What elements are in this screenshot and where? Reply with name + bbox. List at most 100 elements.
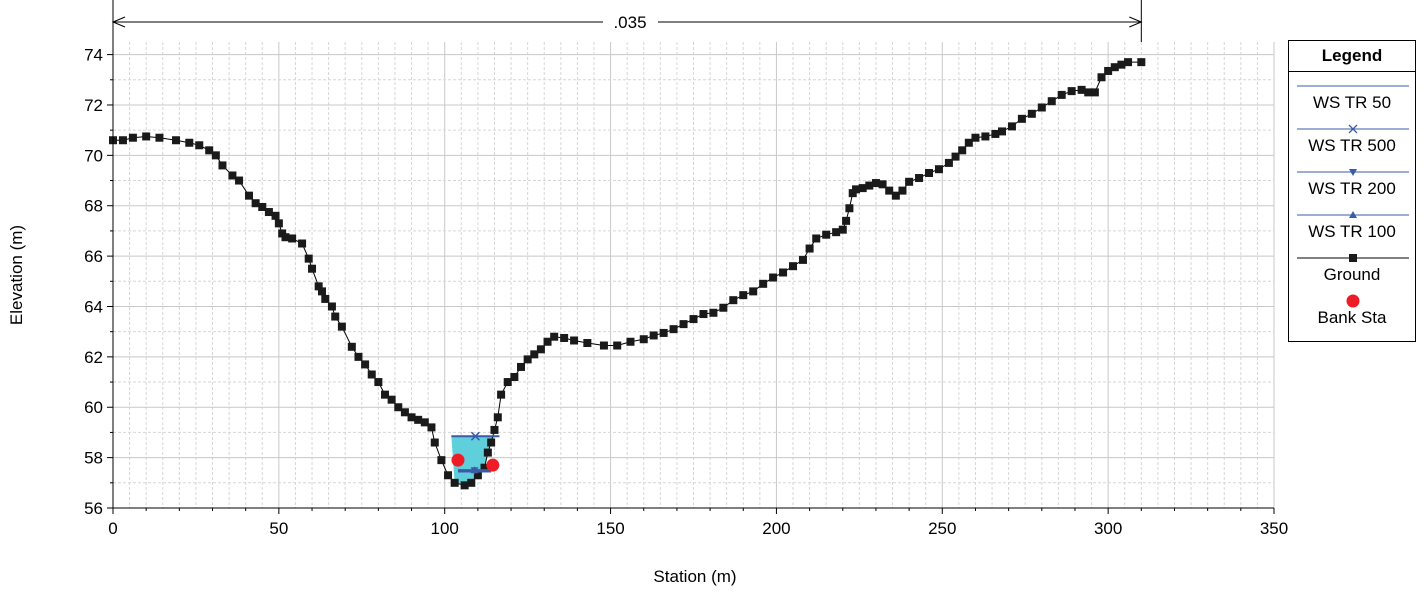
ground-marker bbox=[473, 471, 482, 480]
ground-marker bbox=[944, 158, 953, 167]
ground-marker bbox=[991, 129, 1000, 138]
ground-marker bbox=[1090, 88, 1099, 97]
ground-marker bbox=[218, 161, 227, 170]
legend-tri-down-icon bbox=[1349, 169, 1357, 176]
ground-marker bbox=[583, 339, 592, 348]
bank-station-marker bbox=[451, 453, 465, 467]
y-tick-label: 60 bbox=[84, 398, 103, 417]
ground-marker bbox=[314, 282, 323, 291]
legend-item-ws-tr-50: WS TR 50 bbox=[1289, 73, 1415, 115]
x-tick-label: 250 bbox=[928, 519, 956, 538]
series-layer bbox=[109, 58, 1146, 490]
ground-marker bbox=[321, 294, 330, 303]
ground-marker bbox=[367, 370, 376, 379]
ground-marker bbox=[245, 191, 254, 200]
ground-marker bbox=[155, 133, 164, 142]
ground-marker bbox=[560, 333, 569, 342]
ground-marker bbox=[709, 308, 718, 317]
ground-marker bbox=[951, 152, 960, 161]
ground-marker bbox=[142, 132, 151, 141]
ground-marker bbox=[798, 255, 807, 264]
ground-marker bbox=[228, 171, 237, 180]
ground-marker bbox=[450, 478, 459, 487]
ground-marker bbox=[308, 264, 317, 273]
legend-swatch bbox=[1297, 124, 1409, 134]
axes: 0 50 100 150 200 250 300 350 56 58 60 62 64 66 68 70 72 7… bbox=[84, 42, 1288, 538]
y-tick-label: 62 bbox=[84, 348, 103, 367]
ground-marker bbox=[885, 186, 894, 195]
arrowhead-right bbox=[1129, 16, 1143, 28]
ground-marker bbox=[649, 331, 658, 340]
ws-marker bbox=[470, 431, 480, 441]
ground-marker bbox=[337, 322, 346, 331]
x-tick-label: 350 bbox=[1260, 519, 1288, 538]
ground-marker bbox=[891, 191, 900, 200]
ground-marker bbox=[264, 208, 273, 217]
ground-marker bbox=[317, 287, 326, 296]
ground-marker bbox=[235, 176, 244, 185]
ground-marker bbox=[347, 342, 356, 351]
ground-marker bbox=[1037, 103, 1046, 112]
ground-marker bbox=[550, 332, 559, 341]
ground-marker bbox=[205, 146, 214, 155]
legend-item-ground: Ground bbox=[1289, 245, 1415, 287]
ground-marker bbox=[1124, 58, 1133, 67]
ground-marker bbox=[327, 302, 336, 311]
ground-marker bbox=[1007, 122, 1016, 131]
ws-marker-x bbox=[470, 431, 480, 441]
ground-marker bbox=[274, 219, 283, 228]
x-tick-label: 0 bbox=[108, 519, 117, 538]
ground-marker bbox=[626, 337, 635, 346]
ground-marker bbox=[1137, 58, 1146, 67]
ground-marker bbox=[258, 202, 267, 211]
x-tick-label: 300 bbox=[1094, 519, 1122, 538]
bank-station-marker bbox=[486, 458, 500, 472]
ground-marker bbox=[958, 146, 967, 155]
ground-marker bbox=[407, 413, 416, 422]
ground-marker bbox=[852, 185, 861, 194]
ground-marker bbox=[490, 425, 499, 434]
arrowhead-left bbox=[111, 16, 126, 28]
legend-label: WS TR 500 bbox=[1308, 136, 1396, 155]
ground-marker bbox=[195, 141, 204, 150]
grid bbox=[112, 42, 1275, 509]
x-tick-label: 200 bbox=[762, 519, 790, 538]
ground-marker bbox=[414, 415, 423, 424]
ground-marker bbox=[689, 315, 698, 324]
y-tick-label: 66 bbox=[84, 247, 103, 266]
legend-item-bank-sta: Bank Sta bbox=[1289, 288, 1415, 330]
ground-marker bbox=[915, 174, 924, 183]
ground-marker bbox=[361, 360, 370, 369]
ground-marker bbox=[381, 390, 390, 399]
ground-marker bbox=[805, 244, 814, 253]
ground-marker bbox=[1017, 114, 1026, 123]
ground-marker bbox=[878, 180, 887, 189]
legend-tri-up-icon bbox=[1349, 211, 1357, 218]
ground-marker bbox=[543, 337, 552, 346]
ground-marker bbox=[1077, 85, 1086, 94]
ground-marker bbox=[789, 262, 798, 271]
ground-marker bbox=[759, 279, 768, 288]
legend-swatch bbox=[1297, 85, 1409, 87]
ground-marker bbox=[679, 320, 688, 329]
ws-marker bbox=[470, 466, 479, 474]
ground-marker bbox=[669, 325, 678, 334]
ground-marker bbox=[1097, 73, 1106, 82]
ground-marker bbox=[251, 199, 260, 208]
ground-marker bbox=[570, 336, 579, 345]
x-tick-label: 100 bbox=[431, 519, 459, 538]
ground-marker bbox=[487, 438, 496, 447]
ground-marker bbox=[865, 181, 874, 190]
ground-marker bbox=[599, 341, 608, 350]
ground-marker bbox=[729, 296, 738, 305]
x-tick-label: 50 bbox=[269, 519, 288, 538]
ground-marker bbox=[530, 350, 539, 359]
ground-marker bbox=[925, 168, 934, 177]
y-axis-title: Elevation (m) bbox=[7, 225, 26, 325]
ground-marker bbox=[387, 395, 396, 404]
ground-marker bbox=[779, 268, 788, 277]
ground-marker bbox=[1067, 87, 1076, 96]
y-tick-label: 72 bbox=[84, 96, 103, 115]
legend-bank-icon bbox=[1346, 294, 1360, 308]
